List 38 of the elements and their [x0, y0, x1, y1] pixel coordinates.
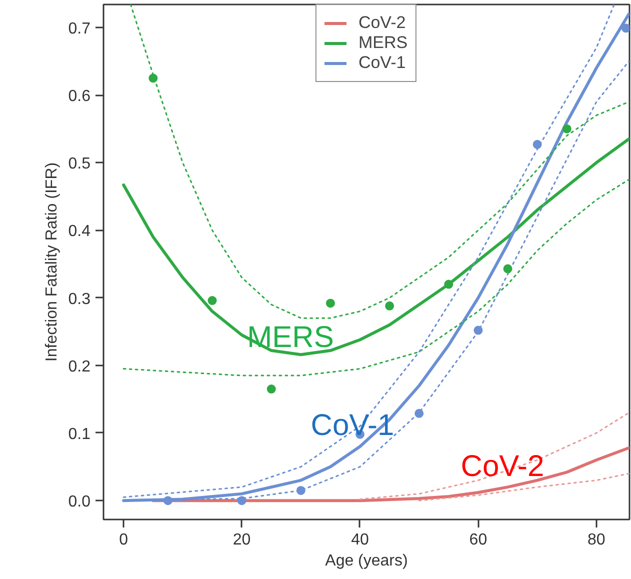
point [326, 298, 335, 308]
annotation: CoV-2 [460, 450, 544, 483]
point [444, 280, 454, 289]
y-tick-label: 0.7 [68, 20, 91, 38]
x-tick-label: 40 [351, 532, 369, 548]
line-series [130, 4, 630, 319]
y-tick-label: 0.6 [68, 88, 91, 106]
y-tick-label: 0.2 [68, 358, 91, 376]
x-tick-label: 20 [232, 532, 251, 548]
x-tick-label: 0 [119, 532, 128, 548]
point [532, 140, 542, 149]
point [385, 301, 394, 310]
point [562, 124, 572, 134]
y-axis-title: Infection Fatality Ratio (IFR) [43, 162, 60, 362]
point [237, 496, 246, 506]
line-series [122, 178, 630, 376]
legend-label: MERS [358, 33, 408, 53]
point [208, 296, 217, 306]
x-tick-label: 60 [469, 532, 488, 548]
y-tick-label: 0.4 [68, 223, 91, 240]
point [414, 408, 424, 418]
point [474, 326, 483, 335]
legend-label: CoV-1 [358, 53, 406, 73]
point [503, 264, 512, 274]
point [621, 24, 630, 33]
point [148, 74, 158, 83]
point [266, 384, 276, 394]
annotation: MERS [247, 321, 334, 354]
y-tick-label: 0.1 [68, 426, 91, 443]
legend-label: CoV-2 [358, 13, 406, 33]
point [296, 486, 306, 495]
point [163, 496, 172, 506]
line-series [122, 137, 630, 356]
y-tick-label: 0.5 [68, 156, 91, 173]
y-tick-label: 0.0 [68, 494, 91, 511]
x-axis-title: Age (years) [325, 552, 408, 570]
y-tick-label: 0.3 [68, 290, 91, 308]
x-tick-label: 80 [588, 532, 606, 548]
